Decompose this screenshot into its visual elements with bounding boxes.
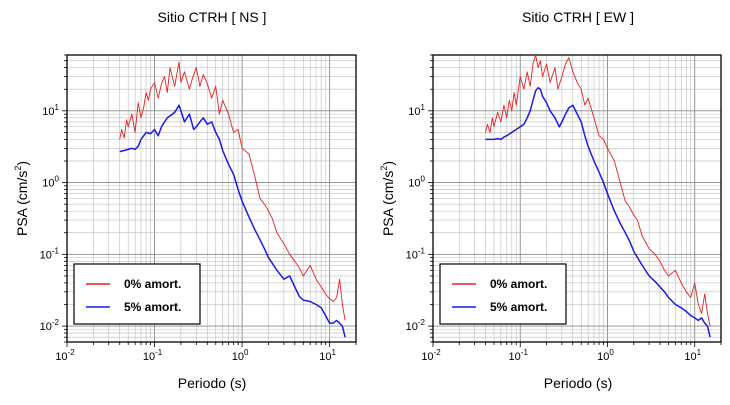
x-tick-label: 100 [232,348,249,363]
series-line-damping-0 [119,61,346,321]
y-tick-label: 101 [42,103,59,118]
legend: 0% amort. 5% amort. [73,263,201,325]
chart-panel-1: 10-2 10-1 100 101 10-2 10-1 100 101 0% amort. 5% … [13,9,357,391]
chart-title: Sitio CTRH [ NS ] [158,9,267,25]
x-axis-label: Periodo (s) [544,375,612,391]
legend-box [73,263,201,325]
y-tick-label: 10-1 [406,246,426,261]
grid [66,54,357,343]
y-tick-label: 100 [42,175,59,190]
y-tick-label: 101 [408,103,425,118]
x-tick-label: 10-1 [143,348,163,363]
y-tick-label: 10-1 [40,246,60,261]
series-line-damping-5 [485,86,711,338]
x-tick-label: 101 [684,348,701,363]
series-line-damping-0 [485,54,711,327]
y-tick-label: 10-2 [40,318,60,333]
y-axis-label: PSA (cm/s2) [13,161,30,236]
series-line-damping-5 [119,104,346,338]
x-tick-label: 101 [319,348,336,363]
legend-label: 5% amort. [124,300,181,314]
x-tick-label: 10-2 [421,348,441,363]
legend: 0% amort. 5% amort. [439,263,567,325]
x-tick-label: 100 [597,348,614,363]
tick-marks [62,54,357,347]
chart-title: Sitio CTRH [ EW ] [522,9,634,25]
legend-label: 5% amort. [490,300,547,314]
y-tick-label: 100 [408,175,425,190]
y-axis-label: PSA (cm/s2) [379,161,396,236]
tick-marks [428,54,722,347]
chart-panel-2: 10-2 10-1 100 101 10-2 10-1 100 101 0% amort. 5% … [379,9,722,391]
x-tick-label: 10-2 [55,348,75,363]
y-tick-label: 10-2 [406,318,426,333]
x-tick-label: 10-1 [509,348,529,363]
legend-label: 0% amort. [490,277,547,291]
legend-box [439,263,567,325]
legend-label: 0% amort. [124,277,181,291]
x-axis-label: Periodo (s) [178,375,246,391]
